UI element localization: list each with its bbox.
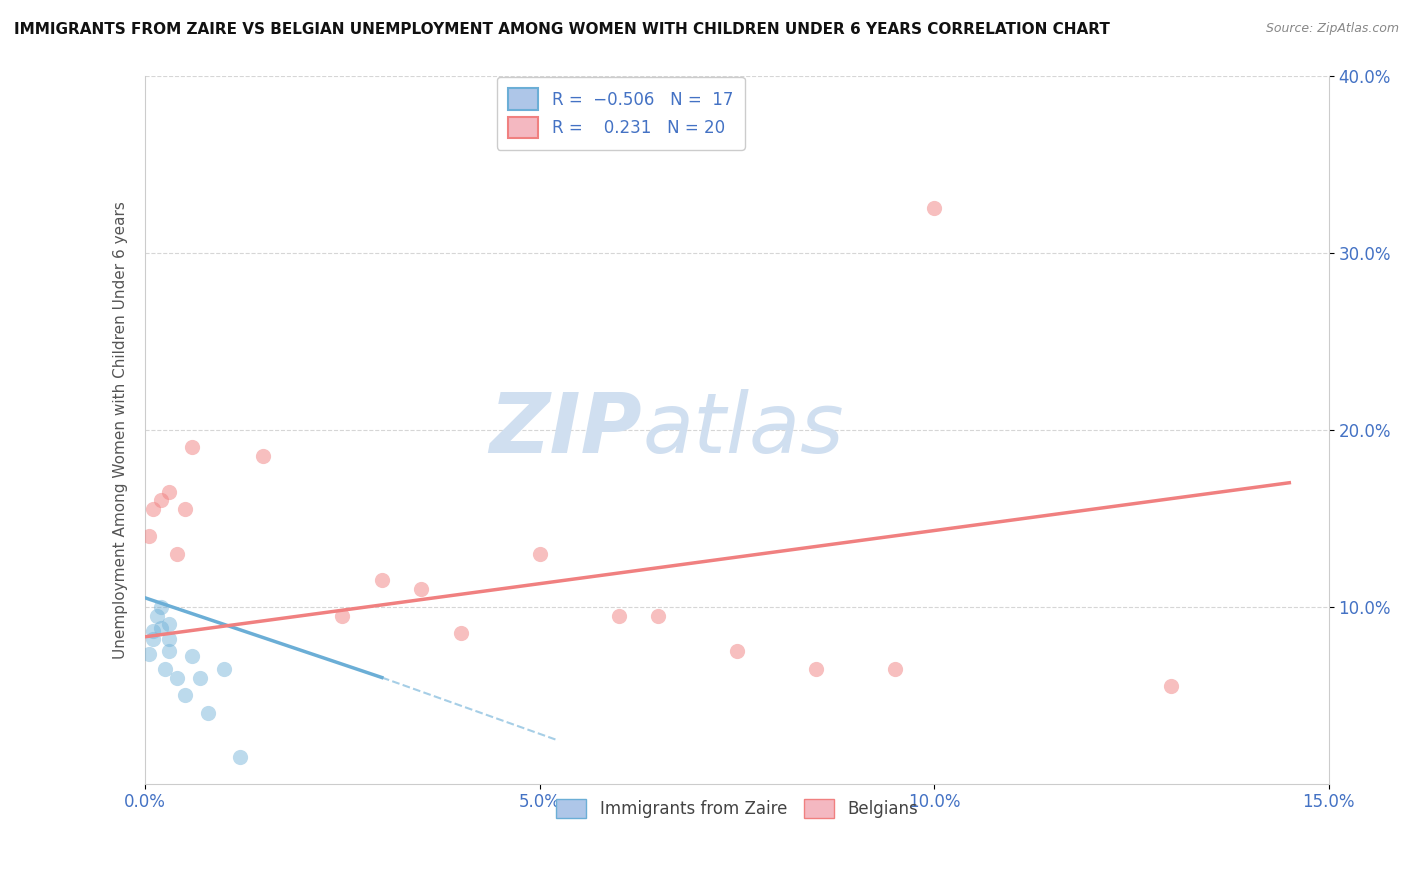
Point xyxy=(142,502,165,516)
Point xyxy=(332,608,354,623)
Text: IMMIGRANTS FROM ZAIRE VS BELGIAN UNEMPLOYMENT AMONG WOMEN WITH CHILDREN UNDER 6 : IMMIGRANTS FROM ZAIRE VS BELGIAN UNEMPLO… xyxy=(14,22,1109,37)
Text: ZIP: ZIP xyxy=(489,389,643,470)
Point xyxy=(371,573,394,587)
Point xyxy=(229,750,252,764)
Point xyxy=(804,662,827,676)
Point xyxy=(153,662,176,676)
Point xyxy=(181,440,204,454)
Point xyxy=(142,624,165,639)
Point xyxy=(883,662,905,676)
Point xyxy=(173,502,195,516)
Point xyxy=(149,599,172,614)
Point xyxy=(725,644,748,658)
Point xyxy=(166,671,188,685)
Point xyxy=(607,608,630,623)
Text: Source: ZipAtlas.com: Source: ZipAtlas.com xyxy=(1265,22,1399,36)
Point xyxy=(166,547,188,561)
Point xyxy=(188,671,211,685)
Point xyxy=(922,202,945,216)
Point xyxy=(149,621,172,635)
Point xyxy=(1160,679,1182,693)
Point xyxy=(157,484,180,499)
Point xyxy=(647,608,669,623)
Point xyxy=(157,617,180,632)
Point xyxy=(252,449,274,463)
Point xyxy=(138,648,160,662)
Point xyxy=(142,632,165,646)
Y-axis label: Unemployment Among Women with Children Under 6 years: Unemployment Among Women with Children U… xyxy=(114,201,128,658)
Point xyxy=(146,608,169,623)
Point xyxy=(138,529,160,543)
Point xyxy=(212,662,235,676)
Point xyxy=(450,626,472,640)
Text: atlas: atlas xyxy=(643,389,844,470)
Point xyxy=(197,706,219,720)
Point xyxy=(157,644,180,658)
Point xyxy=(157,632,180,646)
Legend: Immigrants from Zaire, Belgians: Immigrants from Zaire, Belgians xyxy=(550,792,924,825)
Point xyxy=(173,688,195,702)
Point xyxy=(149,493,172,508)
Point xyxy=(411,582,433,596)
Point xyxy=(529,547,551,561)
Point xyxy=(181,649,204,664)
